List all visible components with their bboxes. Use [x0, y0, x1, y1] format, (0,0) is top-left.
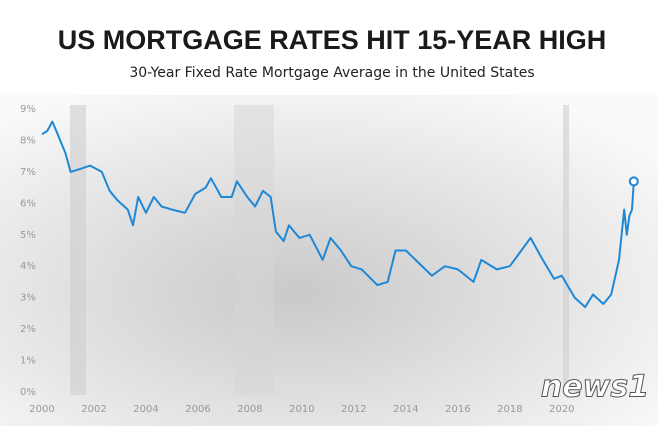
- watermark: news1: [541, 370, 649, 405]
- photo-background: [0, 95, 658, 426]
- line: [41, 120, 635, 309]
- y-tick-label: 7%: [20, 167, 36, 178]
- chart-title: US MORTGAGE RATES HIT 15-YEAR HIGH: [58, 25, 607, 55]
- recession-band: [234, 105, 274, 395]
- x-tick-label: 2008: [237, 404, 262, 415]
- x-tick-label: 2018: [497, 404, 522, 415]
- y-tick-label: 9%: [20, 104, 36, 115]
- x-tick-label: 2006: [185, 404, 210, 415]
- recession-band: [70, 105, 86, 395]
- y-tick-label: 5%: [20, 230, 36, 241]
- y-tick-label: 1%: [20, 356, 36, 367]
- y-tick-label: 0%: [20, 387, 36, 398]
- x-tick-label: 2012: [341, 404, 366, 415]
- x-tick-label: 2002: [81, 404, 106, 415]
- y-tick-label: 3%: [20, 293, 36, 304]
- x-tick-label: 2014: [393, 404, 418, 415]
- x-tick-label: 2000: [29, 404, 54, 415]
- x-tick-label: 2016: [445, 404, 470, 415]
- y-tick-label: 4%: [20, 261, 36, 272]
- y-tick-label: 2%: [20, 324, 36, 335]
- recession-band: [563, 105, 569, 395]
- y-tick-label: 6%: [20, 198, 36, 209]
- x-tick-label: 2004: [133, 404, 158, 415]
- x-tick-label: 2020: [549, 404, 574, 415]
- chart-subtitle: 30-Year Fixed Rate Mortgage Average in t…: [129, 65, 534, 81]
- y-tick-label: 8%: [20, 135, 36, 146]
- end-marker: [628, 176, 639, 187]
- x-tick-label: 2010: [289, 404, 314, 415]
